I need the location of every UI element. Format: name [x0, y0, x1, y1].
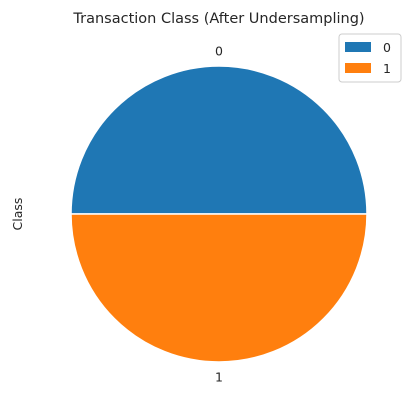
- pie-slices: [70, 65, 368, 363]
- pie-slice-1: [70, 213, 368, 363]
- legend-frame: [338, 33, 402, 83]
- y-axis-label: Class: [10, 198, 25, 231]
- chart-title: Transaction Class (After Undersampling): [72, 11, 364, 27]
- slice-label-0: 0: [215, 44, 223, 59]
- slice-label-1: 1: [215, 369, 223, 384]
- legend: 0 1: [338, 33, 402, 83]
- legend-swatch-0: [345, 42, 371, 52]
- legend-label-0: 0: [383, 40, 391, 55]
- pie-slice-labels: 01: [215, 44, 223, 385]
- pie-slice-0: [70, 65, 368, 215]
- legend-swatch-1: [345, 63, 371, 73]
- legend-label-1: 1: [383, 61, 391, 76]
